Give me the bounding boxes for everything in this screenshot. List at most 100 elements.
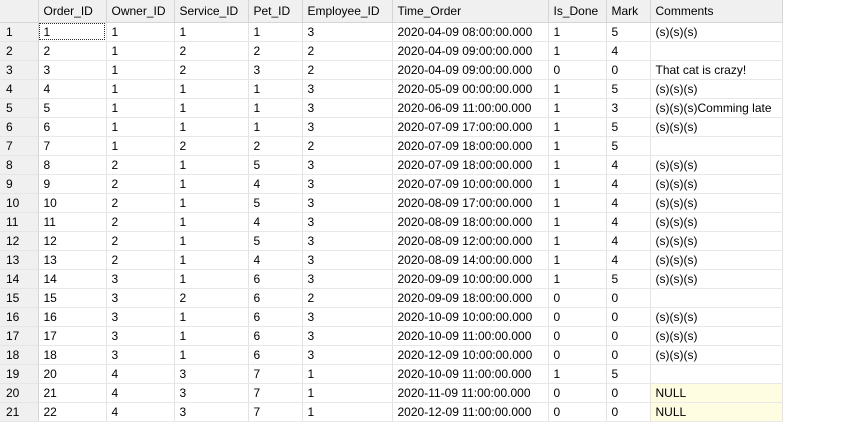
cell-order-id[interactable]: 12 [38,231,107,251]
row-number[interactable]: 7 [0,136,39,156]
cell-owner-id[interactable]: 3 [106,269,175,289]
cell-employee-id[interactable]: 3 [302,193,393,213]
cell-order-id[interactable]: 18 [38,345,107,365]
cell-time-order[interactable]: 2020-07-09 10:00:00.000 [392,174,549,194]
cell-service-id[interactable]: 1 [174,307,249,327]
column-header-owner-id[interactable]: Owner_ID [106,0,175,23]
cell-service-id[interactable]: 1 [174,345,249,365]
cell-order-id[interactable]: 22 [38,402,107,422]
cell-mark[interactable]: 0 [606,326,651,346]
cell-service-id[interactable]: 1 [174,212,249,232]
cell-comments[interactable]: (s)(s)(s) [650,193,783,213]
row-number[interactable]: 15 [0,288,39,308]
row-number[interactable]: 2 [0,41,39,61]
row-number[interactable]: 16 [0,307,39,327]
cell-service-id[interactable]: 2 [174,41,249,61]
table-row[interactable]: 11 11 2 1 4 3 2020-08-09 18:00:00.000 1 4 (s)(s)(… [0,212,783,232]
table-row[interactable]: 6 6 1 1 1 3 2020-07-09 17:00:00.000 1 5 (s)(s)(s) [0,117,783,137]
cell-employee-id[interactable]: 2 [302,41,393,61]
cell-order-id[interactable]: 14 [38,269,107,289]
cell-comments[interactable] [650,364,783,384]
cell-mark[interactable]: 0 [606,307,651,327]
cell-mark[interactable]: 0 [606,288,651,308]
cell-is-done[interactable]: 1 [548,155,607,175]
cell-time-order[interactable]: 2020-07-09 18:00:00.000 [392,155,549,175]
cell-comments[interactable]: (s)(s)(s) [650,174,783,194]
row-number[interactable]: 17 [0,326,39,346]
cell-comments[interactable]: (s)(s)(s) [650,117,783,137]
cell-order-id[interactable]: 6 [38,117,107,137]
cell-owner-id[interactable]: 2 [106,174,175,194]
column-header-is-done[interactable]: Is_Done [548,0,607,23]
cell-mark[interactable]: 5 [606,136,651,156]
cell-pet-id[interactable]: 7 [248,383,303,403]
row-number[interactable]: 14 [0,269,39,289]
row-number[interactable]: 3 [0,60,39,80]
row-number[interactable]: 1 [0,22,39,42]
cell-is-done[interactable]: 1 [548,269,607,289]
column-header-employee-id[interactable]: Employee_ID [302,0,393,23]
cell-time-order[interactable]: 2020-08-09 18:00:00.000 [392,212,549,232]
cell-is-done[interactable]: 1 [548,212,607,232]
cell-comments[interactable]: (s)(s)(s) [650,155,783,175]
cell-service-id[interactable]: 3 [174,364,249,384]
cell-owner-id[interactable]: 2 [106,155,175,175]
cell-owner-id[interactable]: 2 [106,231,175,251]
row-number[interactable]: 8 [0,155,39,175]
cell-mark[interactable]: 5 [606,364,651,384]
cell-employee-id[interactable]: 1 [302,364,393,384]
cell-time-order[interactable]: 2020-06-09 11:00:00.000 [392,98,549,118]
cell-pet-id[interactable]: 7 [248,364,303,384]
row-number[interactable]: 12 [0,231,39,251]
cell-mark[interactable]: 0 [606,383,651,403]
cell-employee-id[interactable]: 3 [302,117,393,137]
cell-comments[interactable]: (s)(s)(s) [650,326,783,346]
cell-mark[interactable]: 4 [606,231,651,251]
cell-comments[interactable] [650,288,783,308]
cell-pet-id[interactable]: 5 [248,193,303,213]
cell-comments[interactable]: (s)(s)(s) [650,231,783,251]
row-number[interactable]: 13 [0,250,39,270]
table-row[interactable]: 2 2 1 2 2 2 2020-04-09 09:00:00.000 1 4 [0,41,783,61]
table-row[interactable]: 16 16 3 1 6 3 2020-10-09 10:00:00.000 0 0 (s)(s)(… [0,307,783,327]
cell-comments[interactable]: (s)(s)(s) [650,250,783,270]
cell-employee-id[interactable]: 3 [302,98,393,118]
cell-is-done[interactable]: 1 [548,231,607,251]
cell-time-order[interactable]: 2020-12-09 10:00:00.000 [392,345,549,365]
cell-mark[interactable]: 5 [606,269,651,289]
column-header-order-id[interactable]: Order_ID [38,0,107,23]
row-number[interactable]: 10 [0,193,39,213]
table-row[interactable]: 8 8 2 1 5 3 2020-07-09 18:00:00.000 1 4 (s)(s)(s) [0,155,783,175]
cell-is-done[interactable]: 0 [548,402,607,422]
cell-mark[interactable]: 0 [606,402,651,422]
cell-is-done[interactable]: 0 [548,345,607,365]
cell-employee-id[interactable]: 3 [302,22,393,42]
cell-comments[interactable]: (s)(s)(s) [650,307,783,327]
cell-is-done[interactable]: 0 [548,383,607,403]
cell-time-order[interactable]: 2020-04-09 08:00:00.000 [392,22,549,42]
cell-mark[interactable]: 4 [606,250,651,270]
row-number[interactable]: 11 [0,212,39,232]
cell-time-order[interactable]: 2020-04-09 09:00:00.000 [392,41,549,61]
cell-mark[interactable]: 4 [606,155,651,175]
cell-employee-id[interactable]: 3 [302,345,393,365]
table-row[interactable]: 7 7 1 2 2 2 2020-07-09 18:00:00.000 1 5 [0,136,783,156]
cell-service-id[interactable]: 1 [174,79,249,99]
cell-service-id[interactable]: 1 [174,250,249,270]
cell-pet-id[interactable]: 4 [248,212,303,232]
cell-owner-id[interactable]: 1 [106,79,175,99]
table-row[interactable]: 4 4 1 1 1 3 2020-05-09 00:00:00.000 1 5 (s)(s)(s) [0,79,783,99]
cell-comments[interactable]: (s)(s)(s) [650,212,783,232]
cell-comments[interactable]: (s)(s)(s) [650,345,783,365]
cell-mark[interactable]: 4 [606,212,651,232]
cell-time-order[interactable]: 2020-04-09 09:00:00.000 [392,60,549,80]
column-header-comments[interactable]: Comments [650,0,783,23]
cell-employee-id[interactable]: 2 [302,136,393,156]
table-row[interactable]: 13 13 2 1 4 3 2020-08-09 14:00:00.000 1 4 (s)(s)(… [0,250,783,270]
cell-order-id[interactable]: 3 [38,60,107,80]
cell-order-id[interactable]: 21 [38,383,107,403]
cell-pet-id[interactable]: 1 [248,22,303,42]
cell-mark[interactable]: 5 [606,22,651,42]
cell-employee-id[interactable]: 3 [302,79,393,99]
cell-order-id[interactable]: 9 [38,174,107,194]
